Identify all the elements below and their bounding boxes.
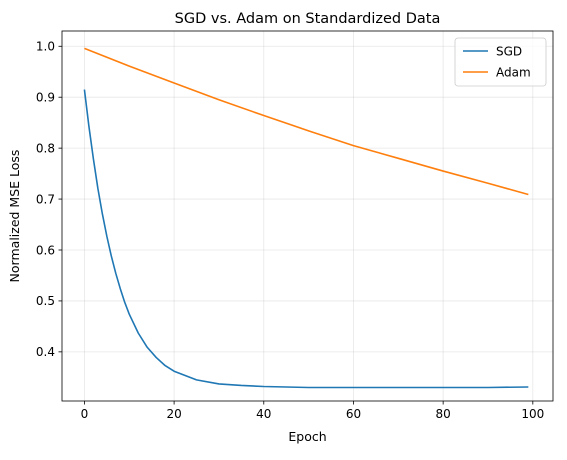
x-tick-label: 80 [436,407,451,421]
legend-label: SGD [496,44,522,58]
sgd-line [83,89,529,389]
x-tick-label: 60 [346,407,361,421]
y-tick-label: 0.9 [36,91,55,105]
adam-line [84,47,529,196]
plot-series [83,47,529,389]
y-tick-label: 0.4 [36,345,55,359]
y-tick-label: 0.5 [36,294,55,308]
legend: SGD Adam [454,37,547,87]
legend-item-sgd: SGD [463,44,522,58]
y-tick-label: 0.8 [36,141,55,155]
y-tick-label: 0.6 [36,243,55,257]
x-tick-label: 20 [166,407,181,421]
plot-frame [61,30,554,402]
x-tick-label: 40 [256,407,271,421]
legend-box [454,37,547,87]
x-tick-label: 100 [521,407,544,421]
y-tick-label: 1.0 [36,40,55,54]
series-adam [84,47,529,196]
axis-ticks: 0 20 40 60 80 100 0.4 0.5 0.6 0.7 0.8 0.9 1.0 [36,40,544,421]
grid [62,31,553,401]
x-tick-label: 0 [81,407,89,421]
x-axis-label: Epoch [288,429,326,444]
series-sgd [83,89,529,389]
chart-title: SGD vs. Adam on Standardized Data [175,11,441,27]
legend-item-adam: Adam [463,65,531,79]
legend-label: Adam [496,65,531,79]
y-axis-label: Normalized MSE Loss [7,150,22,283]
y-tick-label: 0.7 [36,192,55,206]
